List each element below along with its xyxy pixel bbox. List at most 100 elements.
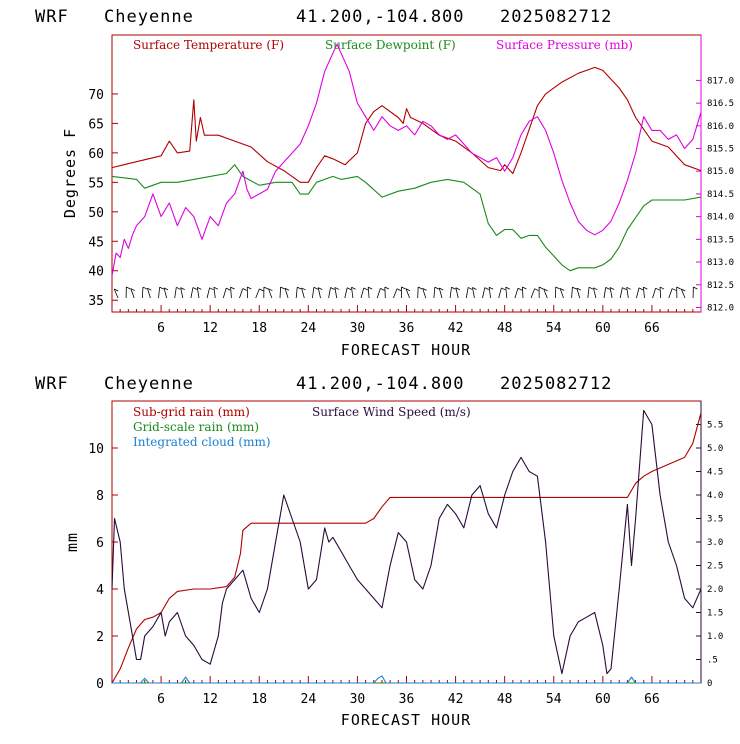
wind-barb-flag [535,289,539,291]
wind-barb [653,288,656,298]
left-tick-label: 45 [88,235,104,250]
wind-barb [345,288,347,298]
right-tick-label: 3.0 [707,538,723,548]
wind-barb-flag [347,288,351,290]
wind-barb-flag [247,287,251,289]
wind-barb-flag [660,287,664,289]
wind-barb [604,287,606,298]
right-tick-label: 816.5 [707,99,734,109]
wind-barb-flag [231,287,235,289]
right-tick-label: 813.5 [707,235,734,245]
left-tick-label: 70 [88,88,104,103]
x-tick-label: 24 [301,321,317,336]
left-tick-label: 55 [88,176,104,191]
wind-barb-flag [643,287,647,289]
wind-barb [515,288,518,298]
wind-barb-flag [264,287,268,289]
sub-grid-rain-line [112,413,701,683]
wind-barb [175,287,177,298]
left-tick-label: 60 [88,147,104,162]
chart1-x-axis-title: FORECAST HOUR [341,341,471,359]
x-tick-label: 60 [595,692,611,707]
right-tick-label: 816.0 [707,122,734,132]
wind-barb-flag [518,288,522,290]
right-tick-label: 814.0 [707,213,734,223]
x-tick-label: 18 [251,321,267,336]
wind-barb-flag [522,287,526,289]
wind-barb [643,287,644,298]
wind-barb [231,287,232,298]
x-tick-label: 42 [448,692,464,707]
wind-barb-flag [385,287,389,289]
x-tick-label: 6 [157,321,165,336]
wind-barb-flag [397,289,401,291]
wind-barb-flag [672,289,676,291]
wind-barb [456,288,458,298]
wind-barb-flag [501,288,505,290]
x-tick-label: 42 [448,321,464,336]
chart1-legend-dewpoint: Surface Dewpoint (F) [325,38,456,52]
chart1-model-label: WRF [35,7,69,27]
wind-barb [506,287,507,298]
chart2-run-label: 2025082712 [500,374,612,394]
wind-barb [223,288,226,298]
wind-barb-flag [468,287,472,289]
left-tick-label: 4 [96,583,104,598]
right-tick-label: 5.5 [707,421,723,431]
wind-barb-flag [368,287,372,289]
x-tick-label: 54 [546,692,562,707]
left-tick-label: 6 [96,536,104,551]
chart1-plot-frame [112,35,701,312]
chart2-x-axis-title: FORECAST HOUR [341,711,471,729]
right-tick-label: 814.5 [707,190,734,200]
chart1-run-label: 2025082712 [500,7,612,27]
wind-barb-flag [160,287,164,289]
wind-barb-flag [435,287,439,289]
wind-barb [214,287,215,298]
chart1-y-axis-title: Degrees F [61,128,79,218]
wind-barb-flag [314,287,318,289]
wind-barb-flag [143,287,147,289]
chart2-coords-label: 41.200,-104.800 [296,374,465,394]
wind-barb-flag [485,288,489,290]
right-tick-label: 4.5 [707,468,723,478]
wind-barb-flag [210,288,214,290]
wind-barb-flag [656,288,660,290]
wind-barb [159,287,160,298]
wind-barb [434,287,435,298]
wind-barb [256,289,260,298]
wind-barb [450,287,451,298]
wind-barb-flag [259,289,263,291]
wind-barb [660,287,661,298]
chart1-coords-label: 41.200,-104.800 [296,7,465,27]
chart2-site-label: Cheyenne [104,374,194,394]
x-tick-label: 24 [301,692,317,707]
wind-barb [377,288,380,298]
chart2-model-label: WRF [35,374,69,394]
wind-barb [627,287,629,298]
wind-barb-flag [331,287,335,289]
wind-barb [318,288,320,298]
right-tick-label: .5 [707,656,718,666]
right-tick-label: 815.0 [707,167,734,177]
wind-barb [572,287,573,298]
wind-barb [472,287,474,298]
wind-barb-flag [677,287,681,289]
surface-pressure-line [112,44,701,276]
wind-barb [361,288,364,298]
right-tick-label: 4.0 [707,491,723,501]
wind-barb [312,287,313,298]
wind-barb [636,288,639,298]
chart1-series [112,44,701,276]
wind-barbs [114,287,697,298]
wind-barb [191,288,193,298]
wind-barb [489,287,490,298]
wind-barb-flag [281,287,285,289]
wind-barb [466,287,468,298]
left-tick-label: 2 [96,630,104,645]
wind-barb [240,288,243,298]
precip-wind-chart: WRF Cheyenne 41.200,-104.800 2025082712 … [35,374,723,729]
chart1-legend-pressure: Surface Pressure (mb) [496,38,633,52]
right-tick-label: 1.5 [707,609,723,619]
